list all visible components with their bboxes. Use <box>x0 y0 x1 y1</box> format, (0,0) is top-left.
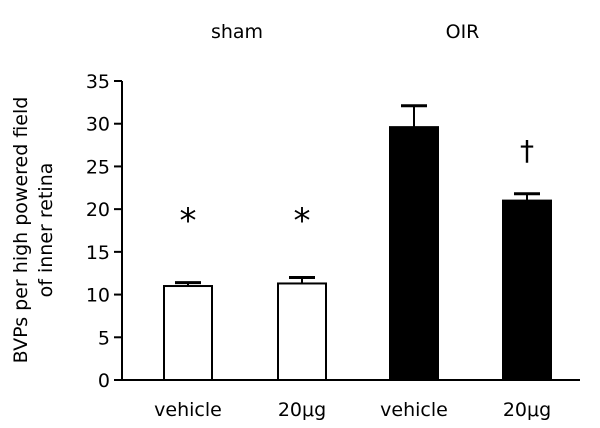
y-tick-label: 10 <box>86 285 110 307</box>
x-category-label: 20μg <box>503 399 551 421</box>
bars <box>163 126 552 382</box>
category-labels: vehicle 20μg vehicle 20μg <box>154 399 551 421</box>
y-tick-label: 15 <box>86 242 110 264</box>
error-bars <box>175 104 540 287</box>
bar <box>163 285 213 381</box>
y-tick-label: 0 <box>98 370 110 392</box>
annotations: * * † <box>180 134 535 241</box>
significance-dagger: † <box>520 134 534 167</box>
y-tick-label: 35 <box>86 71 110 93</box>
y-axis-label: BVPs per high powered field of inner ret… <box>10 97 57 364</box>
y-tick-label: 20 <box>86 199 110 221</box>
x-category-label: vehicle <box>154 399 222 421</box>
y-tick-label: 5 <box>98 327 110 349</box>
bar <box>277 282 327 382</box>
x-category-label: vehicle <box>380 399 448 421</box>
x-category-label: 20μg <box>278 399 326 421</box>
group-labels: sham OIR <box>211 21 479 43</box>
significance-asterisk: * <box>294 201 311 241</box>
group-label: OIR <box>446 21 480 43</box>
significance-asterisk: * <box>180 201 197 241</box>
group-label: sham <box>211 21 263 43</box>
y-axis-label-line-1: BVPs per high powered field <box>10 97 32 364</box>
y-tick-label: 30 <box>86 114 110 136</box>
y-tick-label: 25 <box>86 156 110 178</box>
bar <box>502 199 552 381</box>
bar <box>389 126 439 382</box>
y-axis: 0 5 10 15 20 25 30 35 <box>86 71 123 392</box>
y-axis-label-line-2: of inner retina <box>35 163 57 298</box>
